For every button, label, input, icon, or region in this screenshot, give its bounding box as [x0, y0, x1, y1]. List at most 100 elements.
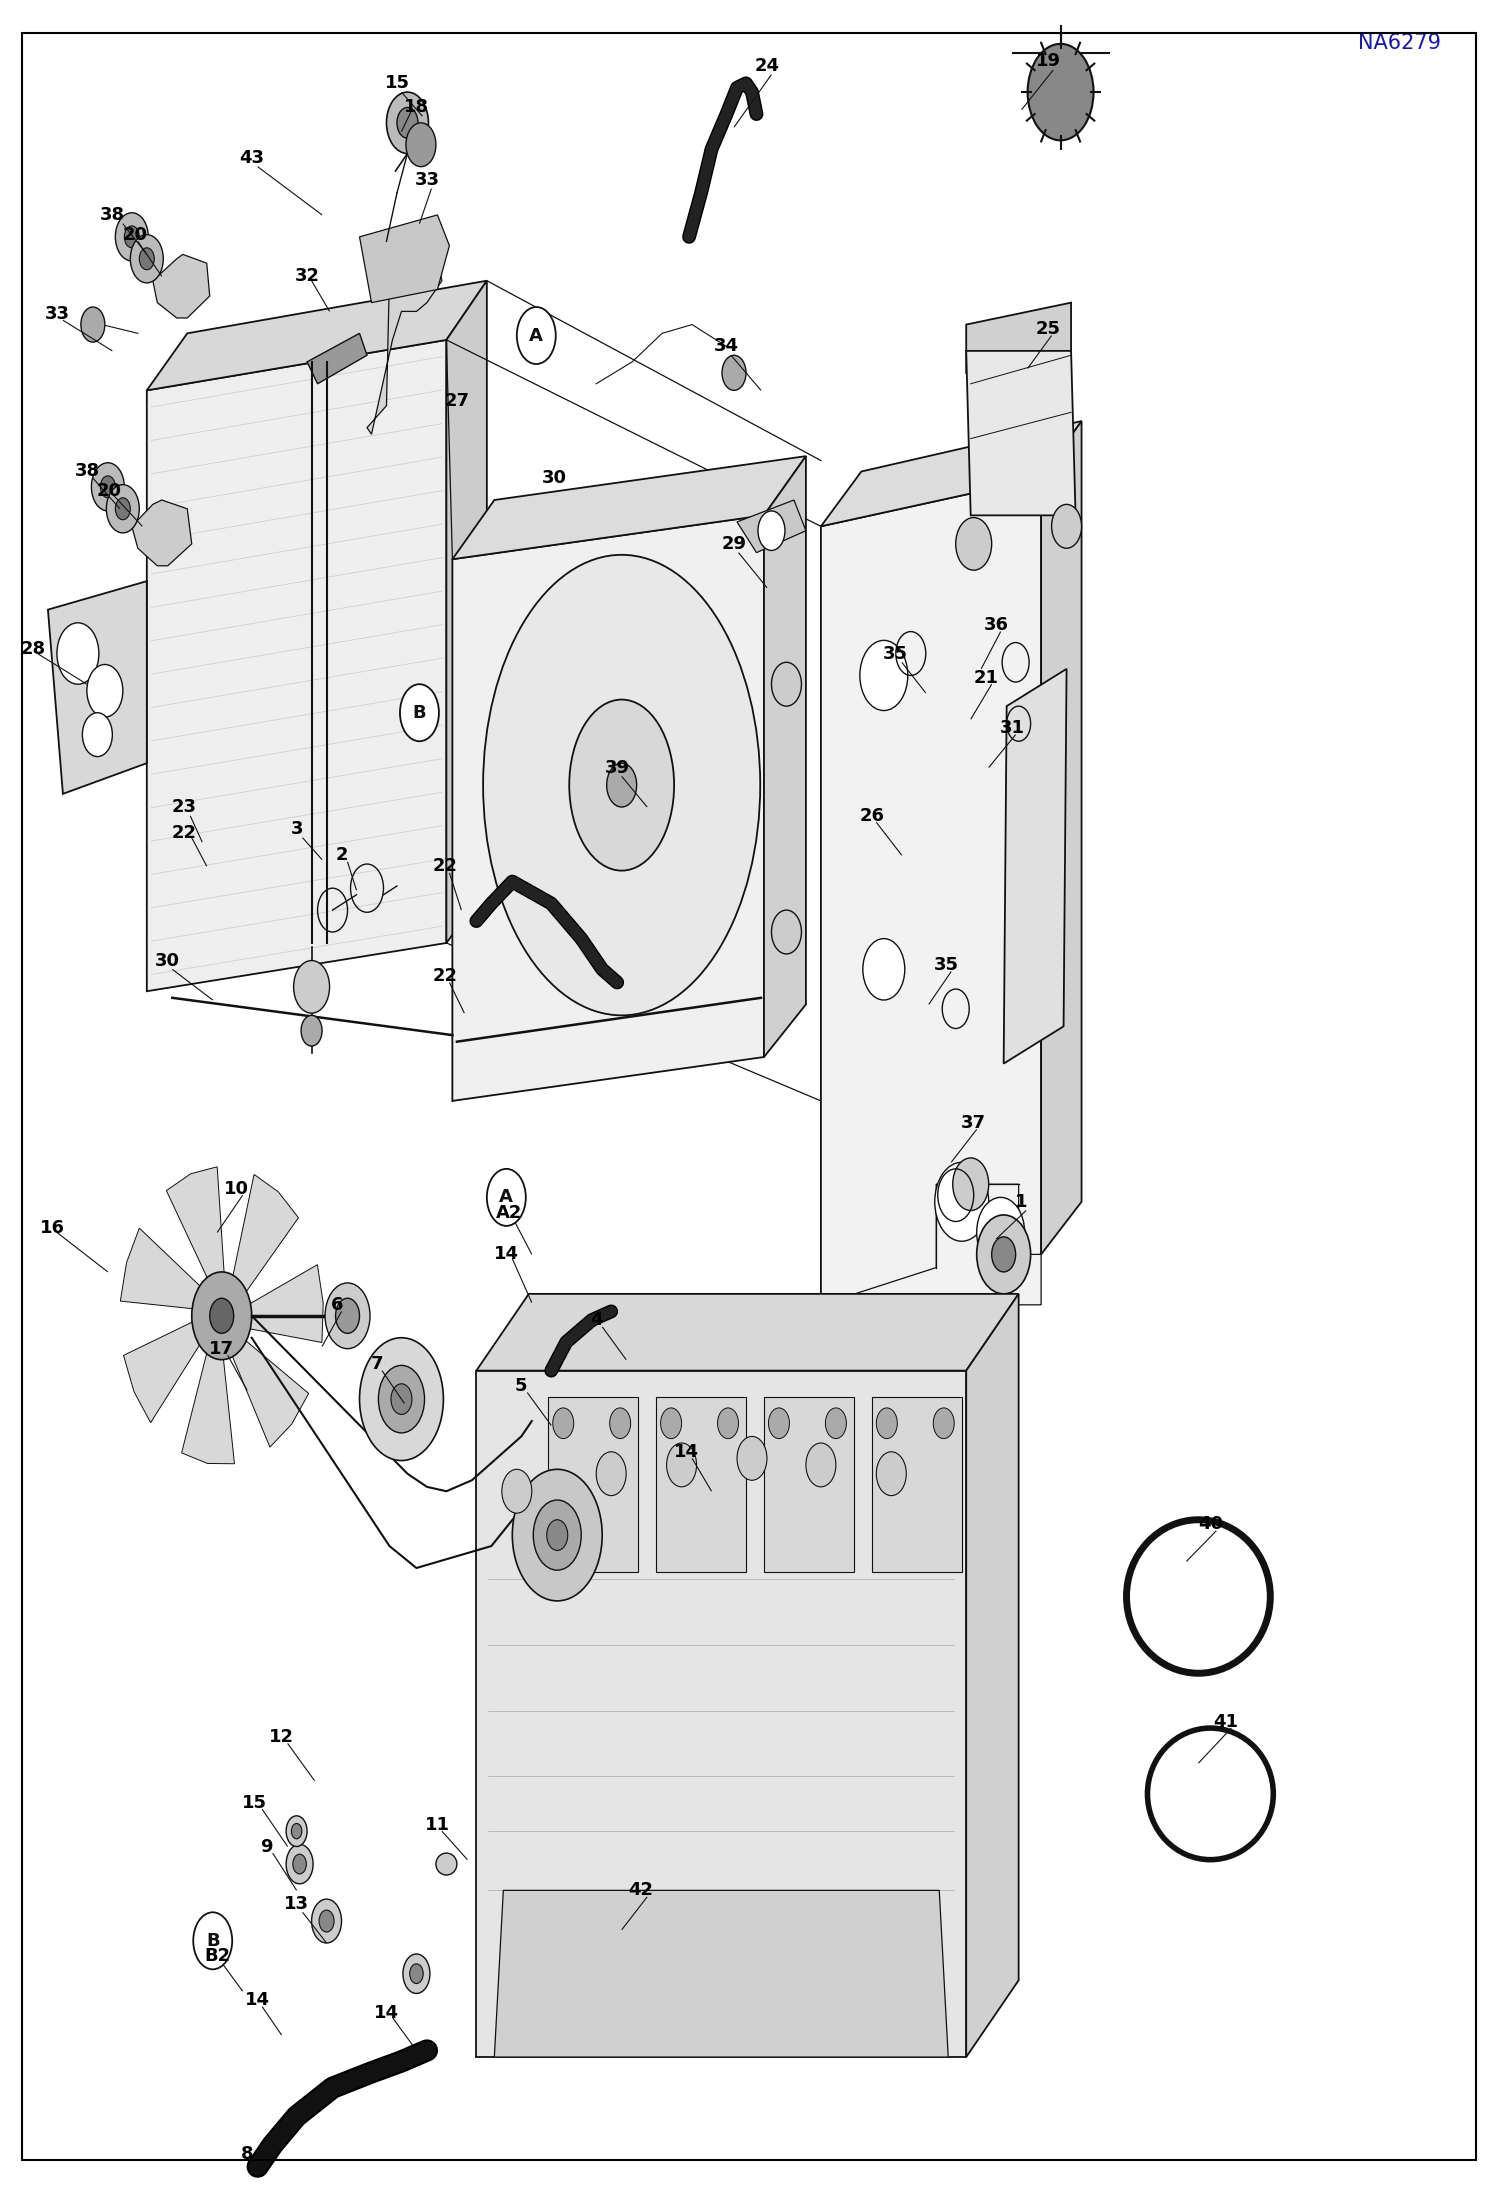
- Text: 33: 33: [415, 171, 439, 189]
- Circle shape: [876, 1408, 897, 1439]
- Circle shape: [1028, 44, 1094, 140]
- Text: 43: 43: [240, 149, 264, 167]
- Text: 14: 14: [494, 1246, 518, 1263]
- Text: 38: 38: [100, 206, 124, 224]
- Polygon shape: [821, 478, 1041, 1305]
- Polygon shape: [452, 456, 806, 559]
- Polygon shape: [966, 351, 1076, 515]
- Polygon shape: [147, 340, 446, 991]
- Polygon shape: [132, 500, 192, 566]
- Circle shape: [547, 1520, 568, 1550]
- Polygon shape: [452, 515, 764, 1101]
- Circle shape: [360, 1338, 443, 1461]
- Polygon shape: [821, 421, 1082, 526]
- Text: 16: 16: [40, 1219, 64, 1237]
- Polygon shape: [147, 281, 487, 390]
- Text: 42: 42: [629, 1882, 653, 1899]
- Polygon shape: [120, 1228, 220, 1311]
- Text: 20: 20: [123, 226, 147, 243]
- Text: 1: 1: [1016, 1193, 1028, 1211]
- Text: 17: 17: [210, 1340, 234, 1357]
- Circle shape: [806, 1443, 836, 1487]
- Text: 8: 8: [241, 2145, 253, 2162]
- Text: 37: 37: [962, 1114, 986, 1132]
- Ellipse shape: [436, 1853, 457, 1875]
- Circle shape: [737, 1436, 767, 1480]
- Circle shape: [406, 123, 436, 167]
- Text: 21: 21: [974, 669, 998, 686]
- Circle shape: [286, 1816, 307, 1847]
- Circle shape: [100, 476, 115, 498]
- Circle shape: [933, 1408, 954, 1439]
- Circle shape: [210, 1298, 234, 1333]
- Circle shape: [336, 1298, 360, 1333]
- Text: 34: 34: [715, 338, 739, 355]
- Circle shape: [403, 1954, 430, 1993]
- Polygon shape: [446, 281, 487, 943]
- Text: 33: 33: [45, 305, 69, 322]
- Bar: [548, 1397, 638, 1572]
- Text: 14: 14: [374, 2004, 398, 2022]
- Circle shape: [722, 355, 746, 390]
- Bar: [656, 1397, 746, 1572]
- Bar: [872, 1397, 962, 1572]
- Text: 39: 39: [605, 759, 629, 776]
- Ellipse shape: [482, 555, 759, 1015]
- Text: 26: 26: [860, 807, 884, 825]
- Polygon shape: [226, 1265, 324, 1342]
- Circle shape: [502, 1469, 532, 1513]
- Polygon shape: [226, 1175, 298, 1316]
- Circle shape: [386, 92, 428, 154]
- Polygon shape: [307, 333, 367, 384]
- Circle shape: [956, 518, 992, 570]
- Text: 15: 15: [243, 1794, 267, 1811]
- Circle shape: [758, 511, 785, 550]
- Text: 40: 40: [1198, 1515, 1222, 1533]
- Circle shape: [825, 1408, 846, 1439]
- Text: 24: 24: [755, 57, 779, 75]
- Circle shape: [596, 1452, 626, 1496]
- Text: 12: 12: [270, 1728, 294, 1746]
- Circle shape: [876, 1452, 906, 1496]
- Polygon shape: [737, 500, 806, 553]
- Circle shape: [139, 248, 154, 270]
- Circle shape: [553, 1408, 574, 1439]
- Circle shape: [325, 1283, 370, 1349]
- Text: B2: B2: [204, 1947, 231, 1965]
- Circle shape: [610, 1408, 631, 1439]
- Circle shape: [667, 1443, 697, 1487]
- Text: 10: 10: [225, 1180, 249, 1197]
- Circle shape: [193, 1912, 232, 1969]
- Polygon shape: [1041, 421, 1082, 1254]
- Circle shape: [292, 1825, 303, 1838]
- Polygon shape: [476, 1371, 966, 2057]
- Circle shape: [771, 662, 801, 706]
- Text: 11: 11: [425, 1816, 449, 1833]
- Text: 23: 23: [172, 798, 196, 816]
- Circle shape: [294, 1855, 306, 1873]
- Text: 28: 28: [21, 640, 45, 658]
- Circle shape: [397, 107, 418, 138]
- Text: 22: 22: [433, 967, 457, 985]
- Circle shape: [106, 485, 139, 533]
- Circle shape: [517, 307, 556, 364]
- Circle shape: [487, 1169, 526, 1226]
- Text: 38: 38: [75, 463, 99, 480]
- Text: 22: 22: [172, 825, 196, 842]
- Circle shape: [992, 1237, 1016, 1272]
- Polygon shape: [166, 1167, 226, 1307]
- Circle shape: [410, 1965, 422, 1985]
- Polygon shape: [966, 303, 1071, 373]
- Circle shape: [379, 1366, 424, 1432]
- Ellipse shape: [569, 700, 674, 871]
- Text: 4: 4: [590, 1311, 602, 1329]
- Polygon shape: [821, 1184, 1041, 1305]
- Circle shape: [124, 226, 139, 248]
- Text: 2: 2: [336, 846, 348, 864]
- Circle shape: [863, 939, 905, 1000]
- Polygon shape: [476, 1294, 1019, 1371]
- Circle shape: [130, 235, 163, 283]
- Text: 30: 30: [542, 469, 566, 487]
- Text: 29: 29: [722, 535, 746, 553]
- Text: 20: 20: [97, 482, 121, 500]
